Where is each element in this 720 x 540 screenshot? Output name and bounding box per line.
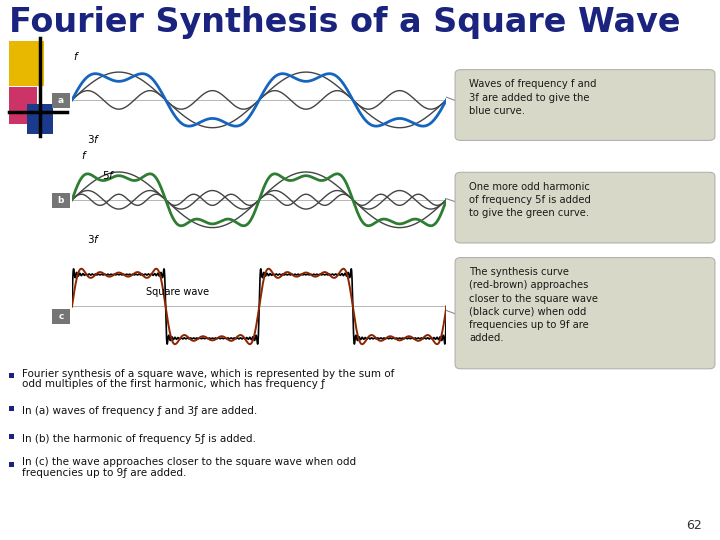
- Text: One more odd harmonic
of frequency 5f is added
to give the green curve.: One more odd harmonic of frequency 5f is…: [469, 182, 591, 218]
- Text: Fourier synthesis of a square wave, which is represented by the sum of: Fourier synthesis of a square wave, whic…: [22, 369, 394, 379]
- Text: Waves of frequency f and
3f are added to give the
blue curve.: Waves of frequency f and 3f are added to…: [469, 79, 597, 116]
- Text: In (b) the harmonic of frequency 5ƒ is added.: In (b) the harmonic of frequency 5ƒ is a…: [22, 434, 256, 444]
- Text: odd multiples of the first harmonic, which has frequency ƒ: odd multiples of the first harmonic, whi…: [22, 379, 325, 389]
- Text: $3f$: $3f$: [87, 133, 101, 145]
- Text: $f$: $f$: [81, 150, 88, 161]
- Text: The synthesis curve
(red-brown) approaches
closer to the square wave
(black curv: The synthesis curve (red-brown) approach…: [469, 267, 598, 343]
- Text: $f$: $f$: [73, 50, 80, 62]
- Text: $3f$: $3f$: [87, 233, 101, 245]
- Text: Square wave: Square wave: [146, 287, 210, 298]
- Text: In (c) the wave approaches closer to the square wave when odd: In (c) the wave approaches closer to the…: [22, 457, 356, 468]
- Text: b: b: [58, 197, 64, 205]
- Text: c: c: [58, 312, 63, 321]
- Text: $5f$: $5f$: [102, 169, 115, 181]
- Text: frequencies up to 9ƒ are added.: frequencies up to 9ƒ are added.: [22, 468, 186, 478]
- Text: 62: 62: [686, 519, 702, 532]
- Text: Fourier Synthesis of a Square Wave: Fourier Synthesis of a Square Wave: [9, 6, 681, 39]
- Text: a: a: [58, 96, 64, 105]
- Text: In (a) waves of frequency ƒ and 3ƒ are added.: In (a) waves of frequency ƒ and 3ƒ are a…: [22, 406, 257, 416]
